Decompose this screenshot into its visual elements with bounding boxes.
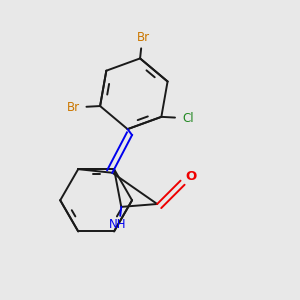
Text: O: O [186,170,197,183]
Text: Br: Br [137,31,150,44]
Text: Br: Br [67,101,80,114]
Text: Cl: Cl [182,112,194,125]
Text: NH: NH [109,218,126,231]
